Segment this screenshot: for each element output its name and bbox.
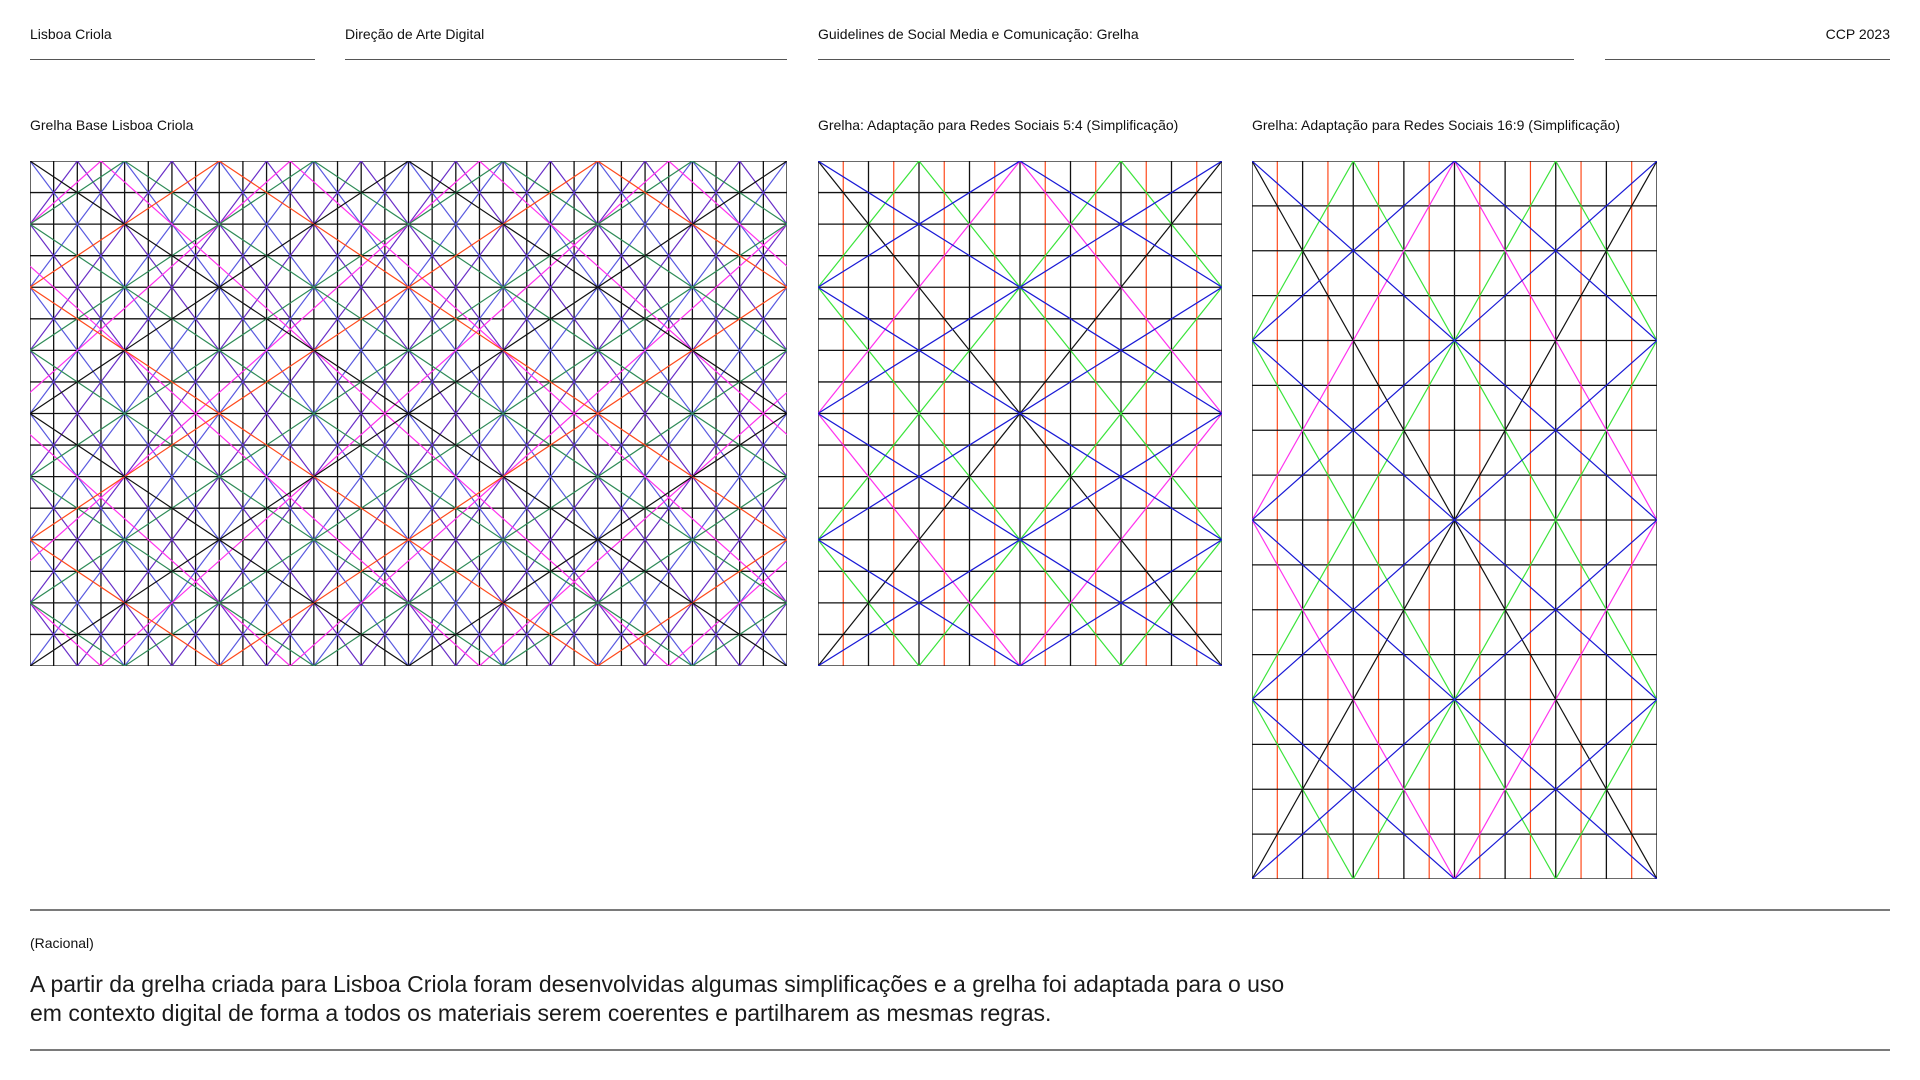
diagonal-line xyxy=(455,161,787,604)
diagonal-line xyxy=(30,265,480,666)
diagonal-line xyxy=(668,560,787,666)
diagonal-line xyxy=(100,161,670,666)
diagonal-line xyxy=(818,412,1222,666)
diagonal-line xyxy=(30,223,362,666)
diagonal-line xyxy=(289,161,787,604)
grid-16-9-title: Grelha: Adaptação para Redes Sociais 16:… xyxy=(1252,117,1621,133)
diagonal-line xyxy=(818,286,1222,541)
diagonal-line xyxy=(1252,161,1455,341)
grid-16-9-diagram xyxy=(1252,161,1657,879)
diagonal-line xyxy=(644,161,787,351)
rationale-line: A partir da grelha criada para Lisboa Cr… xyxy=(30,971,1285,997)
diagonal-line xyxy=(30,161,787,666)
rationale-label: (Racional) xyxy=(30,935,94,951)
diagonal-line xyxy=(739,602,787,666)
diagonal-line xyxy=(549,350,787,666)
header-divider xyxy=(345,59,787,60)
diagonal-line xyxy=(30,602,78,666)
section-divider xyxy=(30,1049,1890,1051)
diagonal-line xyxy=(668,161,787,267)
diagonal-line xyxy=(408,413,787,666)
header-document-title: Guidelines de Social Media e Comunicação… xyxy=(818,26,1139,42)
diagonal-line xyxy=(739,161,787,225)
diagonal-line xyxy=(289,223,787,666)
diagonal-line xyxy=(1454,699,1657,879)
rationale-line: em contexto digital de forma a todos os … xyxy=(30,1000,1052,1026)
diagonal-line xyxy=(30,161,173,351)
grid-5-4-title: Grelha: Adaptação para Redes Sociais 5:4… xyxy=(818,117,1179,133)
diagonal-line xyxy=(30,476,173,666)
section-divider xyxy=(30,909,1890,911)
diagonal-line xyxy=(479,392,787,666)
diagonal-line xyxy=(266,161,646,666)
grid-base-title: Grelha Base Lisboa Criola xyxy=(30,117,194,133)
diagonal-line xyxy=(76,161,457,666)
diagonal-line xyxy=(30,161,126,288)
diagonal-line xyxy=(30,161,102,225)
diagonal-line xyxy=(1252,519,1657,879)
header-divider xyxy=(30,59,315,60)
diagonal-line xyxy=(1019,539,1222,666)
header-brand: Lisboa Criola xyxy=(30,26,112,42)
diagonal-line xyxy=(1252,161,1657,521)
diagonal-line xyxy=(30,350,268,666)
diagonal-line xyxy=(479,161,787,435)
diagonal-line xyxy=(30,161,291,393)
diagonal-line xyxy=(549,161,787,477)
diagonal-line xyxy=(1252,340,1657,700)
diagonal-line xyxy=(30,434,291,666)
header-divider xyxy=(1605,59,1890,60)
grid-base-diagram xyxy=(30,161,787,666)
rationale-text: A partir da grelha criada para Lisboa Cr… xyxy=(30,970,1530,1028)
diagonal-line xyxy=(30,161,362,604)
diagonal-line xyxy=(171,161,551,666)
diagonal-line xyxy=(30,602,102,666)
diagonal-line xyxy=(30,161,268,477)
diagonal-line xyxy=(30,161,409,414)
diagonal-line xyxy=(818,161,1021,288)
diagonal-line xyxy=(30,161,480,562)
grid-5-4-diagram xyxy=(818,161,1222,666)
diagonal-line xyxy=(455,223,787,666)
header-edition: CCP 2023 xyxy=(1825,26,1890,42)
diagonal-line xyxy=(644,476,787,666)
header-section: Direção de Arte Digital xyxy=(345,26,485,42)
diagonal-line xyxy=(30,161,78,225)
diagonal-line xyxy=(818,161,1222,415)
diagonal-line xyxy=(360,161,741,666)
header-divider xyxy=(818,59,1574,60)
